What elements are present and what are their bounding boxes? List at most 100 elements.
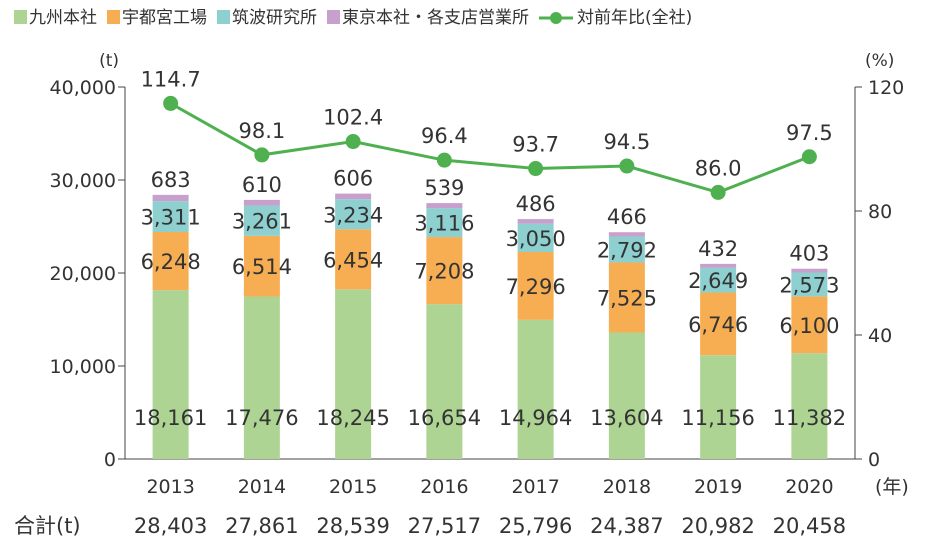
- legend-line-label: 対前年比(全社): [577, 8, 692, 28]
- legend-label-2: 筑波研究所: [232, 8, 317, 28]
- bar-label-1-2: 6,454: [323, 248, 383, 272]
- y-right-tick-0: 0: [868, 449, 880, 471]
- bar-0-5: [608, 332, 645, 459]
- bar-0-0: [152, 290, 189, 459]
- bar-label-2-0: 3,311: [141, 206, 201, 230]
- bar-label-1-1: 6,514: [232, 255, 292, 279]
- total-1: 27,861: [225, 514, 298, 538]
- legend-swatch-2: [217, 10, 230, 24]
- bar-label-2-1: 3,261: [232, 210, 292, 234]
- bar-label-3-6: 432: [698, 237, 738, 261]
- bar-label-3-5: 466: [607, 205, 647, 229]
- line-label-2: 102.4: [323, 106, 383, 130]
- bar-label-1-3: 7,208: [414, 260, 474, 284]
- legend-line-marker: [550, 12, 562, 24]
- line-label-6: 86.0: [695, 156, 742, 180]
- x-unit: (年): [875, 476, 909, 498]
- bar-label-1-6: 6,746: [688, 313, 748, 337]
- line-label-4: 93.7: [512, 133, 559, 157]
- line-point-5: [619, 158, 635, 174]
- bar-2-5: [608, 236, 645, 263]
- legend-label-1: 宇都宮工場: [122, 8, 207, 28]
- bar-1-3: [426, 237, 463, 305]
- bar-label-3-0: 683: [151, 168, 191, 192]
- bar-label-0-6: 11,156: [681, 406, 754, 430]
- bar-label-3-7: 403: [789, 242, 829, 266]
- y-left-tick-0: 0: [104, 449, 116, 471]
- bar-0-7: [791, 353, 828, 459]
- bar-2-0: [152, 201, 189, 232]
- bar-2-7: [791, 272, 828, 297]
- legend-swatch-0: [14, 10, 27, 24]
- total-2: 28,539: [316, 514, 389, 538]
- y-left-tick-3: 30,000: [50, 170, 116, 192]
- bar-0-4: [517, 319, 554, 459]
- bar-1-5: [608, 262, 645, 333]
- bar-0-1: [243, 296, 280, 459]
- bar-2-3: [426, 208, 463, 238]
- bar-2-6: [700, 267, 737, 293]
- bar-label-0-3: 16,654: [408, 406, 481, 430]
- y-left-tick-4: 40,000: [50, 77, 116, 99]
- total-6: 20,982: [681, 514, 754, 538]
- totals-label: 合計(t): [14, 514, 81, 538]
- bar-label-3-1: 610: [242, 173, 282, 197]
- bar-label-0-4: 14,964: [499, 406, 572, 430]
- total-7: 20,458: [773, 514, 846, 538]
- total-0: 28,403: [134, 514, 207, 538]
- bar-0-3: [426, 304, 463, 459]
- line-label-5: 94.5: [603, 130, 650, 154]
- bar-label-2-3: 3,116: [414, 212, 474, 236]
- bar-1-6: [700, 292, 737, 356]
- bar-label-1-5: 7,525: [597, 286, 657, 310]
- line-point-7: [801, 149, 817, 165]
- line-point-3: [436, 152, 452, 168]
- line-point-0: [163, 95, 179, 111]
- y-right-tick-2: 80: [868, 201, 892, 223]
- bar-1-2: [335, 229, 372, 290]
- line-label-0: 114.7: [141, 67, 201, 91]
- bar-label-3-2: 606: [333, 167, 373, 191]
- y-left-tick-1: 10,000: [50, 356, 116, 378]
- total-5: 24,387: [590, 514, 663, 538]
- y-left-unit: (t): [99, 51, 119, 71]
- y-left-tick-2: 20,000: [50, 263, 116, 285]
- line-point-6: [710, 184, 726, 200]
- bar-label-1-7: 6,100: [779, 314, 839, 338]
- x-tick-1: 2014: [238, 476, 286, 498]
- y-right-unit: (%): [865, 51, 894, 71]
- y-right-tick-1: 40: [868, 325, 892, 347]
- bar-1-1: [243, 235, 280, 297]
- bar-label-1-4: 7,296: [506, 275, 566, 299]
- line-point-2: [345, 134, 361, 150]
- bar-label-0-7: 11,382: [773, 406, 846, 430]
- bar-label-2-5: 2,792: [597, 239, 657, 263]
- x-tick-6: 2019: [694, 476, 742, 498]
- bar-label-0-5: 13,604: [590, 406, 663, 430]
- bar-3-4: [517, 219, 554, 224]
- bar-2-4: [517, 223, 554, 252]
- x-tick-4: 2017: [511, 476, 559, 498]
- line-point-1: [254, 147, 270, 163]
- bar-3-7: [791, 268, 828, 273]
- bar-label-0-2: 18,245: [316, 406, 389, 430]
- bar-label-0-0: 18,161: [134, 406, 207, 430]
- bar-label-1-0: 6,248: [141, 250, 201, 274]
- bar-label-2-6: 2,649: [688, 269, 748, 293]
- bar-3-1: [243, 199, 280, 206]
- bar-1-0: [152, 231, 189, 291]
- bar-3-6: [700, 263, 737, 268]
- bar-label-2-4: 3,050: [506, 227, 566, 251]
- line-point-4: [528, 161, 544, 177]
- bar-2-1: [243, 205, 280, 236]
- bar-label-2-2: 3,234: [323, 203, 383, 227]
- total-4: 25,796: [499, 514, 572, 538]
- bar-label-3-4: 486: [516, 192, 556, 216]
- x-tick-5: 2018: [603, 476, 651, 498]
- line-label-7: 97.5: [786, 121, 833, 145]
- x-tick-2: 2015: [329, 476, 377, 498]
- line-label-3: 96.4: [421, 124, 468, 148]
- legend-swatch-3: [327, 10, 340, 24]
